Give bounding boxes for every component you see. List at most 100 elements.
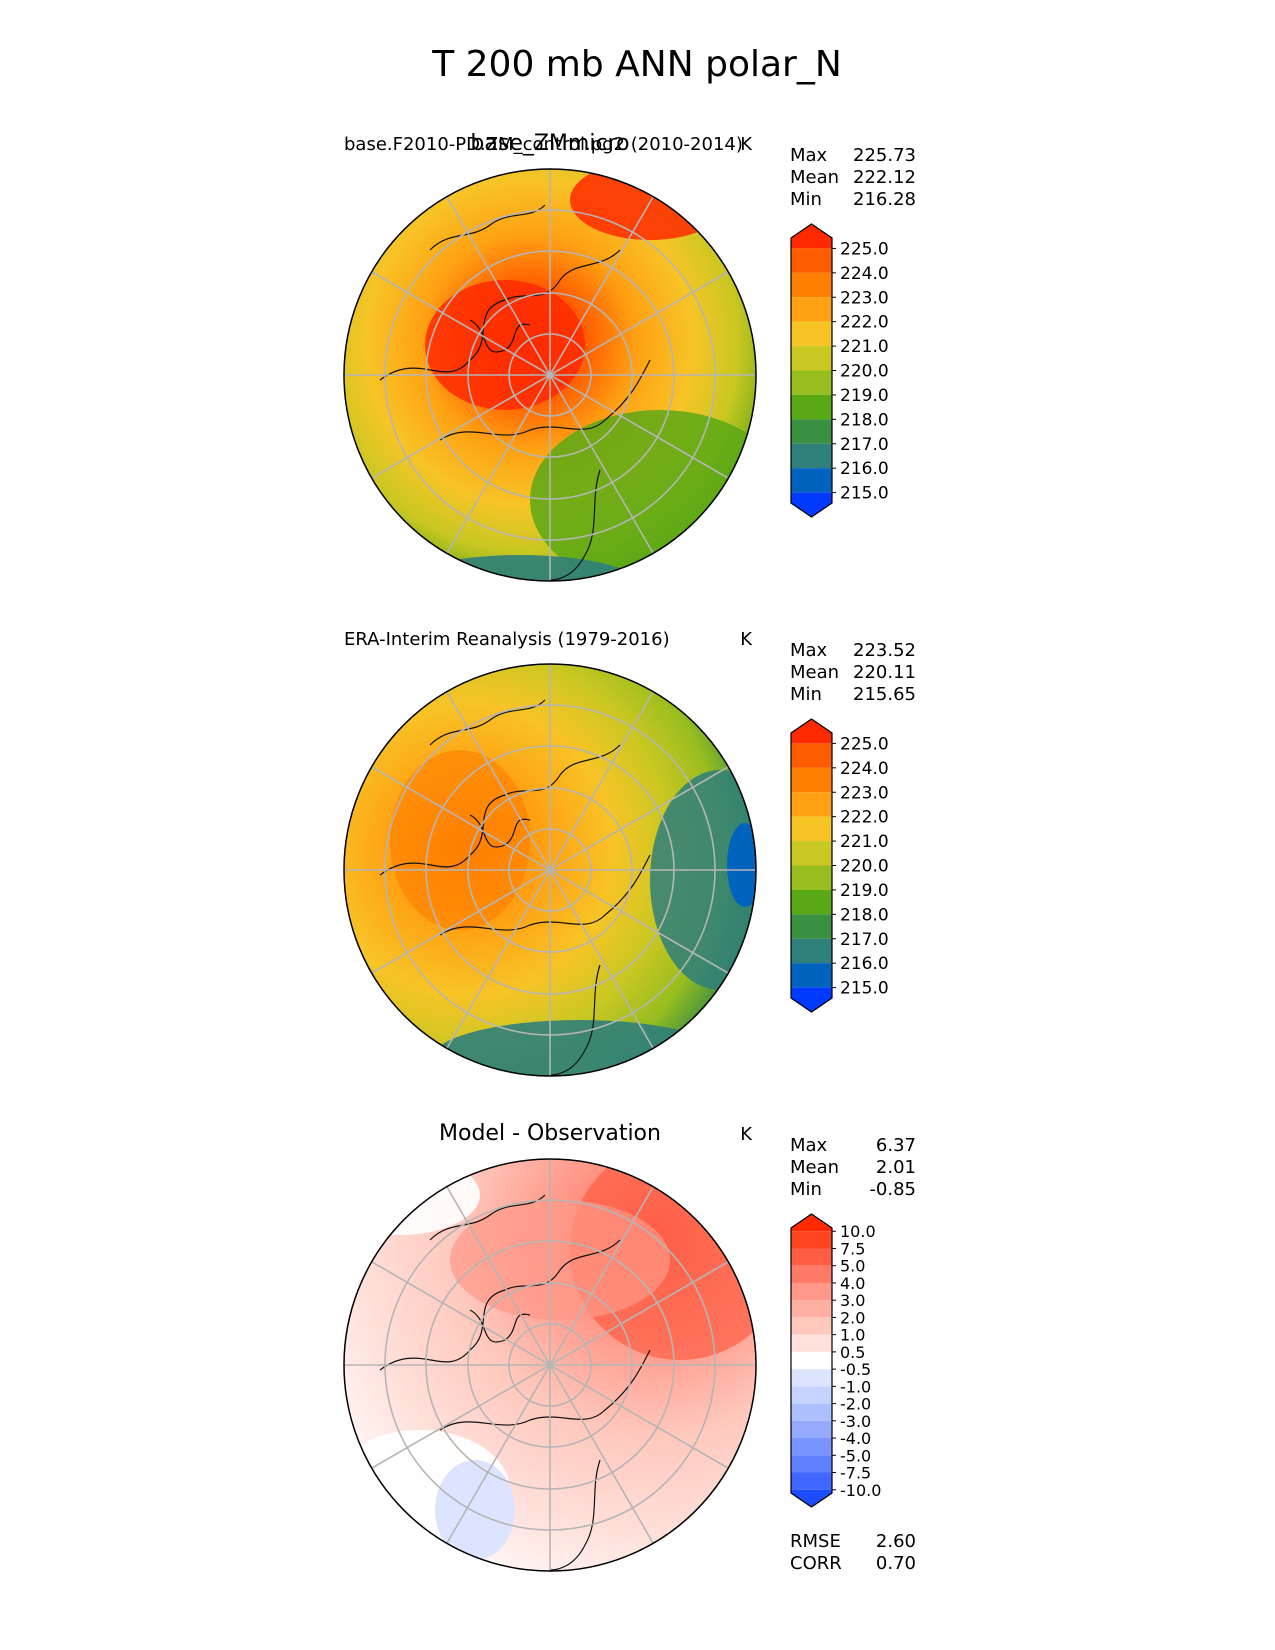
colorbar-segment xyxy=(791,248,832,273)
colorbar-segment xyxy=(791,1231,832,1249)
field-cold-south xyxy=(430,1020,730,1076)
stat-max-label: Max xyxy=(790,1135,828,1156)
panel-title: Model - Observation xyxy=(439,1121,661,1146)
stats-block: Max 223.52 Mean 220.11 Min 215.65 xyxy=(790,640,916,705)
colorbar-tick-label: 10.0 xyxy=(840,1222,876,1241)
colorbar-segment xyxy=(791,1438,832,1456)
colorbar-tick-label: 215.0 xyxy=(840,484,889,504)
stats-block: Max 225.73 Mean 222.12 Min 216.28 xyxy=(790,145,916,210)
colorbar-tick-label: 222.0 xyxy=(840,808,889,828)
polar-map xyxy=(343,1158,757,1572)
colorbar-segment xyxy=(791,346,832,371)
colorbar-segment xyxy=(791,1282,832,1301)
stat-min-label: Min xyxy=(790,1179,822,1200)
colorbar-segment xyxy=(791,1420,832,1439)
colorbar-tick-label: 216.0 xyxy=(840,459,889,479)
stat-min-value: 216.28 xyxy=(853,189,916,210)
stat-min-value: -0.85 xyxy=(869,1179,916,1200)
colorbar-tick-label: 223.0 xyxy=(840,783,889,803)
polar-map xyxy=(343,168,757,582)
stat-mean-value: 220.11 xyxy=(853,662,916,683)
colorbar-tick-label: 219.0 xyxy=(840,881,889,901)
footer-stats: RMSE 2.60 CORR 0.70 xyxy=(790,1531,916,1574)
colorbar-segment xyxy=(791,1300,832,1318)
colorbar-segment xyxy=(791,394,832,420)
colorbar-tick-label: -5.0 xyxy=(840,1446,871,1465)
colorbar: 225.0 224.0 223.0 222.0 221.0 220.0 219.0 218.0… xyxy=(790,718,889,1013)
colorbar-tick-label: 0.5 xyxy=(840,1343,865,1362)
rmse-value: 2.60 xyxy=(876,1531,916,1552)
colorbar-segment xyxy=(791,1369,832,1387)
colorbar-segment xyxy=(791,889,832,915)
panel-observation: ERA-Interim Reanalysis (1979-2016) K Max… xyxy=(343,629,916,1077)
colorbar-segment xyxy=(791,1334,832,1352)
stat-min-value: 215.65 xyxy=(853,684,916,705)
corr-label: CORR xyxy=(790,1553,842,1574)
colorbar-tick-label: 223.0 xyxy=(840,288,889,308)
field-min-east xyxy=(727,823,756,907)
colorbar-tick-label: 216.0 xyxy=(840,954,889,974)
stat-max-value: 6.37 xyxy=(876,1135,916,1156)
stat-mean-label: Mean xyxy=(790,1157,839,1178)
colorbar-segment xyxy=(791,987,832,1012)
stat-max-label: Max xyxy=(790,145,828,166)
colorbar: 10.07.55.04.03.02.01.00.5-0.5-1.0-2.0-3.… xyxy=(790,1213,881,1508)
units-label: K xyxy=(740,134,753,155)
colorbar-segment xyxy=(791,419,832,444)
colorbar-tick-label: 217.0 xyxy=(840,930,889,950)
colorbar-segment xyxy=(791,1472,832,1490)
polar-map xyxy=(343,663,757,1077)
rmse-label: RMSE xyxy=(790,1531,841,1552)
colorbar-tick-label: 220.0 xyxy=(840,362,889,382)
panel-subtitle: ERA-Interim Reanalysis (1979-2016) xyxy=(344,629,670,650)
colorbar-segment xyxy=(791,1214,832,1232)
stat-mean-value: 2.01 xyxy=(876,1157,916,1178)
colorbar-outline xyxy=(790,223,833,518)
colorbar-segment xyxy=(791,1351,832,1370)
colorbar-tick-label: 4.0 xyxy=(840,1274,865,1293)
colorbar-tick-label: 225.0 xyxy=(840,239,889,259)
colorbar: 225.0 224.0 223.0 222.0 221.0 220.0 219.0 218.0… xyxy=(790,223,889,518)
colorbar-segment xyxy=(791,938,832,964)
map-border xyxy=(343,1158,757,1572)
colorbar-tick-label: -1.0 xyxy=(840,1377,871,1396)
colorbar-segment xyxy=(791,370,832,395)
colorbar-tick-label: 7.5 xyxy=(840,1239,865,1258)
colorbar-tick-label: 225.0 xyxy=(840,734,889,754)
colorbar-segment xyxy=(791,297,832,322)
colorbar-segment xyxy=(791,841,832,866)
colorbar-tick-label: 1.0 xyxy=(840,1326,865,1345)
colorbar-segment xyxy=(791,492,832,517)
colorbar-segment xyxy=(791,443,832,469)
stat-min-label: Min xyxy=(790,684,822,705)
field-cold-south xyxy=(400,555,640,581)
graticule xyxy=(344,664,756,1076)
colorbar-segment xyxy=(791,865,832,890)
colorbar-tick-label: 215.0 xyxy=(840,979,889,999)
colorbar-segment xyxy=(791,321,832,347)
coastlines xyxy=(379,699,651,1076)
colorbar-segment xyxy=(791,914,832,939)
colorbar-segment xyxy=(791,1403,832,1421)
colorbar-segment xyxy=(791,1489,832,1507)
field-cool-southwest xyxy=(435,1460,515,1560)
colorbar-tick-label: 224.0 xyxy=(840,759,889,779)
colorbar-segment xyxy=(791,468,832,493)
colorbar-tick-label: -4.0 xyxy=(840,1429,871,1448)
colorbar-tick-label: 220.0 xyxy=(840,857,889,877)
colorbar-tick-label: -10.0 xyxy=(840,1481,881,1500)
colorbar-tick-label: 219.0 xyxy=(840,386,889,406)
colorbar-tick-label: 218.0 xyxy=(840,905,889,925)
colorbar-outline xyxy=(790,1213,833,1508)
stats-block: Max 6.37 Mean 2.01 Min -0.85 xyxy=(790,1135,916,1200)
figure-title: T 200 mb ANN polar_N xyxy=(431,44,842,85)
colorbar-segment xyxy=(791,719,832,744)
graticule xyxy=(344,169,756,581)
colorbar-tick-label: -7.5 xyxy=(840,1464,871,1483)
panel-base-model: base_ZMmicro base.F2010-PD.ZM_control.pg… xyxy=(343,131,916,582)
colorbar-segment xyxy=(791,224,832,249)
colorbar-segment xyxy=(791,1248,832,1266)
colorbar-tick-label: 218.0 xyxy=(840,410,889,430)
units-label: K xyxy=(740,629,753,650)
